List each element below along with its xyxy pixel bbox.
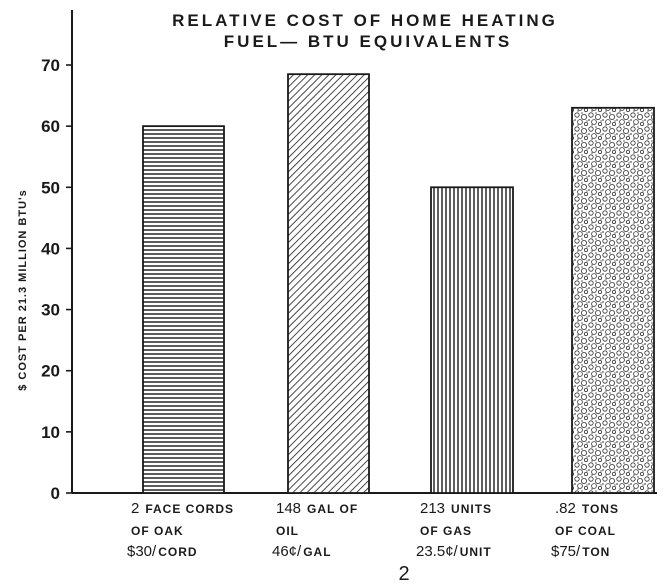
category-label-4: .82 TONS OF COAL $75/TON	[551, 500, 619, 560]
y-axis-label: $ COST PER 21.3 MILLION BTU's	[17, 189, 29, 391]
svg-text:OF OAK: OF OAK	[131, 524, 184, 538]
y-tick-label: 40	[41, 239, 60, 258]
svg-text:$75/TON: $75/TON	[551, 543, 610, 560]
y-tick-label: 20	[41, 362, 60, 381]
category-label-2: 148 GAL OF OIL 46¢/GAL	[272, 500, 358, 560]
svg-text:OF COAL: OF COAL	[555, 524, 616, 538]
category-labels: 2 FACE CORDS OF OAK $30/CORD 148 GAL OF OIL 46¢…	[127, 500, 619, 560]
y-axis-ticks: 0 10 20 30 40 50 60 70	[41, 56, 72, 503]
svg-text:OF GAS: OF GAS	[420, 524, 472, 538]
y-tick-label: 50	[41, 178, 60, 197]
y-tick-label: 70	[41, 56, 60, 75]
chart-title-line-2: FUEL— BTU EQUIVALENTS	[224, 32, 512, 51]
y-tick-label: 30	[41, 301, 60, 320]
bar-2	[287, 73, 370, 494]
bar-1	[142, 125, 225, 494]
y-tick-label: 60	[41, 117, 60, 136]
page-number: 2	[398, 563, 409, 584]
bar-4	[571, 106, 655, 494]
svg-text:$30/CORD: $30/CORD	[127, 543, 198, 560]
chart-title-line-1: RELATIVE COST OF HOME HEATING	[172, 11, 558, 30]
svg-text:23.5¢/UNIT: 23.5¢/UNIT	[416, 543, 492, 560]
category-label-3: 213 UNITS OF GAS 23.5¢/UNIT	[416, 500, 492, 560]
bar-3	[430, 186, 514, 494]
bars	[142, 73, 655, 494]
y-tick-label: 0	[51, 484, 60, 503]
y-tick-label: 10	[41, 423, 60, 442]
category-label-1: 2 FACE CORDS OF OAK $30/CORD	[127, 500, 234, 560]
svg-text:OIL: OIL	[276, 524, 299, 538]
svg-text:46¢/GAL: 46¢/GAL	[272, 543, 332, 560]
